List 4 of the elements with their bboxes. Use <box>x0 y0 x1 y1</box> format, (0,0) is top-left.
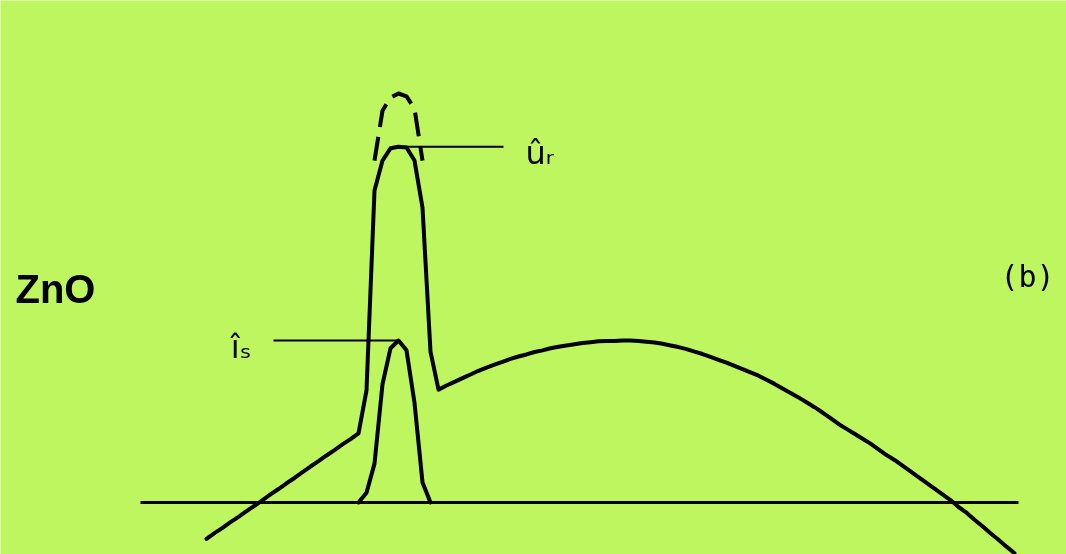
annotation: ûᵣ <box>525 133 555 172</box>
annotation: (b) <box>1000 259 1055 294</box>
text: ZnO <box>15 266 96 311</box>
annotation: îₛ <box>229 327 252 366</box>
